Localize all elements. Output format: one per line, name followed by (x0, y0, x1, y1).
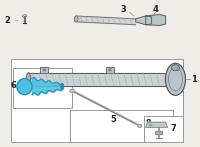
Ellipse shape (172, 65, 179, 71)
Ellipse shape (61, 84, 63, 90)
Polygon shape (76, 16, 136, 25)
Ellipse shape (22, 15, 27, 17)
Polygon shape (106, 67, 114, 73)
Bar (144, 116, 183, 142)
Bar (13, 68, 72, 108)
Text: 4: 4 (153, 5, 159, 14)
Text: 3: 3 (121, 5, 127, 14)
Ellipse shape (26, 73, 31, 86)
Polygon shape (136, 16, 152, 25)
Bar (70, 110, 173, 142)
Ellipse shape (138, 125, 142, 127)
Polygon shape (40, 67, 48, 73)
Bar (155, 131, 162, 134)
Text: 7: 7 (171, 124, 176, 133)
Ellipse shape (149, 124, 152, 126)
Polygon shape (146, 15, 166, 25)
Text: 8: 8 (146, 118, 151, 127)
Ellipse shape (74, 16, 78, 22)
Text: 6: 6 (10, 81, 16, 90)
Text: 1: 1 (191, 75, 197, 84)
Ellipse shape (43, 69, 46, 71)
Bar (11, 59, 183, 142)
Ellipse shape (17, 79, 32, 95)
Ellipse shape (109, 69, 111, 71)
Ellipse shape (70, 89, 74, 93)
Polygon shape (146, 122, 168, 127)
Bar (155, 131, 162, 134)
Text: 5: 5 (110, 115, 116, 124)
Ellipse shape (166, 63, 185, 95)
Text: 2: 2 (5, 16, 11, 25)
